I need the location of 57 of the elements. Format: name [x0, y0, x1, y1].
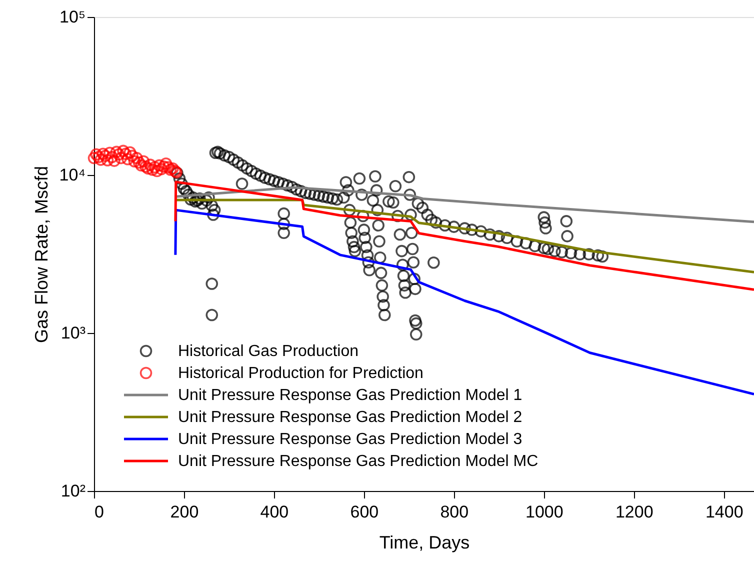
point: [99, 150, 112, 162]
point: [162, 161, 174, 174]
point: [137, 155, 150, 168]
point: [126, 150, 138, 162]
point: [158, 160, 170, 173]
point: [122, 153, 134, 166]
line-series: [174, 186, 754, 224]
y-tick-label: 10³: [60, 324, 86, 342]
point: [112, 148, 125, 161]
x-tick-label: 0: [94, 502, 104, 522]
legend-label: Historical Gas Production: [178, 343, 359, 360]
point: [117, 144, 130, 158]
x-tick-label: 1400: [705, 502, 744, 522]
x-tick-label: 600: [350, 502, 379, 522]
point: [124, 146, 136, 159]
point: [101, 154, 114, 166]
point: [135, 159, 148, 172]
x-tick-label: 1000: [525, 502, 564, 522]
point: [94, 154, 107, 166]
point: [140, 160, 152, 173]
point: [108, 154, 120, 167]
x-axis-title: Time, Days: [379, 532, 470, 552]
legend-label: Unit Pressure Response Gas Prediction Model 3: [178, 431, 522, 448]
point: [130, 152, 143, 164]
legend-label: Unit Pressure Response Gas Prediction Model 1: [178, 387, 522, 404]
y-tick-label: 10⁴: [59, 166, 86, 184]
point: [153, 159, 166, 172]
point: [90, 148, 102, 161]
x-tick-label: 400: [260, 502, 289, 522]
point: [144, 158, 156, 171]
point: [132, 156, 146, 169]
point: [92, 150, 105, 164]
point: [96, 148, 110, 160]
y-axis-title: Gas Flow Rate, Mscfd: [31, 166, 52, 344]
x-tick-label: 1200: [615, 502, 654, 522]
point: [88, 152, 100, 164]
point: [119, 148, 132, 160]
point: [114, 152, 128, 164]
line-series: [174, 180, 754, 291]
point: [128, 155, 141, 168]
x-tick-label: 200: [170, 502, 199, 522]
line-series: [174, 198, 754, 274]
point: [160, 158, 172, 170]
legend-label: Unit Pressure Response Gas Prediction Model MC: [178, 453, 538, 470]
point: [146, 164, 159, 176]
point: [106, 150, 118, 164]
point: [150, 164, 164, 178]
y-tick-label: 10⁵: [60, 8, 86, 26]
point: [142, 162, 154, 175]
y-tick-label: 10²: [60, 482, 86, 500]
legend-label: Unit Pressure Response Gas Prediction Model 2: [178, 409, 522, 426]
point: [166, 162, 179, 175]
point: [110, 146, 123, 158]
x-tick-label: 800: [440, 502, 469, 522]
point: [104, 146, 116, 160]
point: [148, 161, 161, 174]
legend-label: Historical Production for Prediction: [178, 365, 424, 382]
